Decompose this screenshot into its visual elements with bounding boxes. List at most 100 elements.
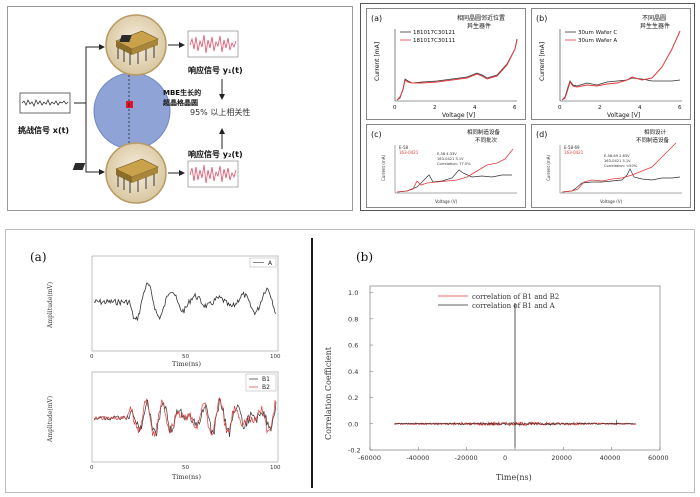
iv-a-curve-2 [396, 39, 518, 101]
plot-a-bottom-xtick-50: 50 [182, 465, 189, 471]
x-tick-label: 60000 [648, 454, 669, 462]
iv-a-xtick-2: 2 [433, 105, 437, 111]
x-tick-label: -60000 [358, 454, 381, 462]
correlation-chart: -0.2 0.0 0.2 0.4 0.6 0.8 1.0 -60000 -40000 -2000… [324, 285, 669, 482]
puf-diagram-svg: 挑战信号 x(t) MBE生长的 超晶格晶圆 [18, 14, 250, 204]
y-tick-label: 0.8 [348, 315, 358, 323]
iv-d-title-line2: 不同制造设备 [636, 136, 670, 144]
iv-a-ylabel: Current [mA] [374, 42, 381, 81]
iv-subplot-d: (d) 相同设计 不同制造设备 E-58-69 163-0421 E-58-69… [531, 124, 691, 208]
response1-label: 响应信号 y₁(t) [188, 65, 243, 75]
iv-d-tag: (d) [536, 130, 547, 139]
y-tick-label: 0.4 [348, 368, 358, 376]
correlation-xlabel: Time(ns) [496, 473, 532, 482]
wafer-label-line2: 超晶格晶圆 [163, 98, 198, 107]
iv-d-curve-2 [561, 142, 677, 193]
plot-a-bottom-legend-b2: B2 [262, 384, 270, 391]
iv-b-legend-2: 30um Wafer A [578, 38, 617, 44]
correlation-text: 95% 以上相关性 [190, 107, 250, 117]
x-tick-label: 20000 [551, 454, 572, 462]
wafer-label-line1: MBE生长的 [163, 88, 201, 97]
chip-icon-bottom [72, 158, 159, 193]
iv-d-annotation-2: 163-0421 5.1V [604, 159, 631, 163]
x-tick-label: -20000 [455, 454, 478, 462]
iv-d-legend-2: 163-0421 [564, 150, 584, 155]
plot-a-top-xtick-0: 0 [90, 354, 94, 360]
iv-b-title-line1: 不同晶圆 [642, 15, 666, 22]
bottom-a-label: (a) [30, 250, 47, 264]
iv-b-legend-1: 30um Wafer C [578, 30, 617, 36]
plot-a-top-series-A [93, 282, 277, 321]
iv-c-annotation-2: 163-0421 5.1V [437, 157, 464, 161]
challenge-waveform [21, 99, 69, 107]
response2-label: 响应信号 y₂(t) [188, 149, 243, 159]
iv-b-xtick-6: 6 [678, 105, 682, 111]
y-tick-label: 0.2 [348, 394, 358, 402]
puf-diagram-panel: 挑战信号 x(t) MBE生长的 超晶格晶圆 [7, 6, 353, 211]
iv-c-curve-2 [396, 148, 514, 193]
iv-c-tag: (c) [371, 130, 382, 139]
iv-d-xlabel: Voltage (V) [600, 199, 623, 204]
iv-curves-panel: (a) 相同晶圆邻近位置 异生器件 181017C30121 181017C30… [360, 3, 695, 211]
challenge-signal [19, 92, 71, 114]
iv-a-title-line2: 异生器件 [467, 22, 491, 30]
iv-a-xtick-4: 4 [473, 105, 477, 111]
arrow-to-chip1 [74, 44, 105, 104]
iv-a-xlabel: Voltage [V] [442, 112, 475, 119]
plot-a-bottom-legend-b1: B1 [262, 376, 270, 383]
y-tick-label: 1.0 [348, 289, 358, 297]
iv-d-annotation-1: E-58-69 2.63V [604, 154, 630, 158]
plot-a-bottom-series-B1 [93, 398, 277, 437]
iv-c-legend-2: 163-0421 [399, 150, 419, 155]
iv-b-xlabel: Voltage [V] [607, 112, 640, 119]
plot-a-top: Amplitude(mV) A 0 50 100 Time(ns) [47, 255, 281, 368]
plot-a-top-xtick-100: 100 [270, 354, 281, 360]
chip-bottom [72, 142, 167, 204]
iv-c-legend-1: E-58 [399, 145, 409, 150]
plot-a-bottom-xtick-100: 100 [270, 465, 281, 471]
challenge-label: 挑战信号 x(t) [18, 125, 69, 135]
iv-a-curve-1 [396, 38, 518, 101]
plot-a-bottom-legend-box [245, 373, 277, 392]
legend-b1-a: correlation of B1 and A [472, 302, 556, 310]
iv-subplot-c: (c) 相同制造设备 不同批次 E-58 163-0421 E-58 4.33V… [366, 124, 526, 208]
plot-a-top-xlabel: Time(ns) [172, 360, 201, 368]
iv-b-xtick-0: 0 [558, 105, 562, 111]
iv-d-annotation-3: Correlation: <50% [604, 164, 638, 168]
bottom-b-label: (b) [356, 250, 373, 264]
iv-a-tag: (a) [371, 14, 382, 23]
iv-c-curve-1 [396, 169, 512, 193]
iv-subplot-a: (a) 相同晶圆邻近位置 异生器件 181017C30121 181017C30… [366, 8, 526, 120]
plot-a-top-xtick-50: 50 [182, 354, 189, 360]
plot-a-bottom-xtick-0: 0 [90, 465, 94, 471]
plot-a-bottom-xlabel: Time(ns) [172, 473, 201, 481]
iv-c-annotation-1: E-58 4.33V [437, 152, 457, 156]
y-tick-label: -0.2 [348, 447, 361, 455]
iv-b-curve-2 [561, 30, 681, 101]
iv-a-xtick-6: 6 [513, 105, 517, 111]
plot-a-bottom-frame [91, 371, 279, 463]
iv-c-annotation-3: Correlation: 77.5% [437, 162, 471, 166]
iv-b-xtick-2: 2 [598, 105, 602, 111]
iv-a-legend-1: 181017C30121 [413, 30, 455, 36]
y-tick-label: 0.0 [348, 420, 358, 428]
wafer-circle [93, 72, 171, 150]
iv-a-legend-2: 181017C30111 [413, 38, 455, 44]
plot-a-top-frame [91, 255, 279, 352]
response2-signal [187, 160, 239, 188]
y-tick-label: 0.6 [348, 342, 358, 350]
correlation-ylabel: Correlation Coefficient [324, 346, 333, 440]
arrow-to-chip2 [85, 103, 105, 175]
chip-top [105, 14, 167, 76]
iv-b-title-line2: 异生生器件 [640, 22, 670, 30]
wafer-die-marker [126, 101, 133, 108]
iv-c-ylabel: Current (mA) [381, 155, 386, 181]
iv-b-tag: (b) [536, 14, 547, 23]
iv-b-xtick-4: 4 [638, 105, 642, 111]
iv-c-xlabel: Voltage (V) [435, 199, 458, 204]
correlation-legend: correlation of B1 and B2 correlation of … [438, 293, 559, 310]
chip-icon-top [115, 30, 159, 65]
iv-c-title-line1: 相同制造设备 [467, 128, 501, 136]
legend-b1-b2: correlation of B1 and B2 [472, 293, 559, 301]
bottom-panel: (a) (b) Amplitude(mV) A 0 50 100 Time(ns… [5, 229, 695, 493]
